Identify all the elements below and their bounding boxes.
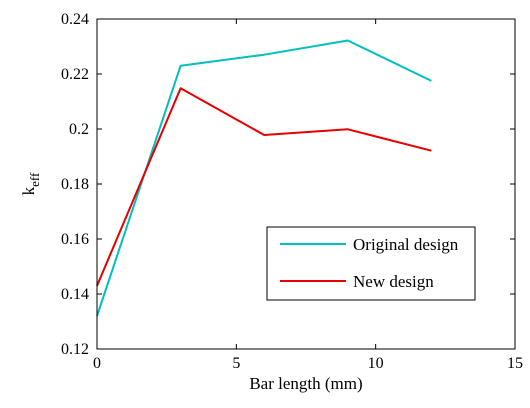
x-tick-label: 0 (93, 355, 101, 372)
y-axis-label: keff (19, 172, 42, 195)
ticks-layer: 0 5 10 15 0.12 0.14 0.16 0.18 0.2 0.22 0.24 (61, 11, 523, 372)
y-tick-label: 0.16 (61, 231, 89, 248)
legend-label: New design (353, 272, 434, 291)
x-tick-label: 5 (232, 355, 240, 372)
x-axis-label: Bar length (mm) (249, 374, 362, 393)
y-tick-label: 0.12 (61, 341, 89, 358)
legend-label: Original design (353, 235, 459, 254)
y-tick-label: 0.14 (61, 286, 89, 303)
y-axis-label-subscript: eff (27, 172, 42, 187)
legend-box (266, 226, 476, 301)
y-axis-label-main: k (19, 186, 38, 195)
y-tick-label: 0.22 (61, 66, 89, 83)
x-tick-label: 10 (368, 355, 384, 372)
legend: Original design New design (266, 226, 476, 301)
x-tick-label: 15 (507, 355, 523, 372)
y-tick-label: 0.18 (61, 176, 89, 193)
series-line-new-design (96, 87, 432, 287)
legend-items: Original design New design (280, 235, 459, 291)
y-tick-label: 0.2 (69, 121, 89, 138)
y-tick-label: 0.24 (61, 11, 89, 28)
series-line-original-design (96, 39, 432, 317)
